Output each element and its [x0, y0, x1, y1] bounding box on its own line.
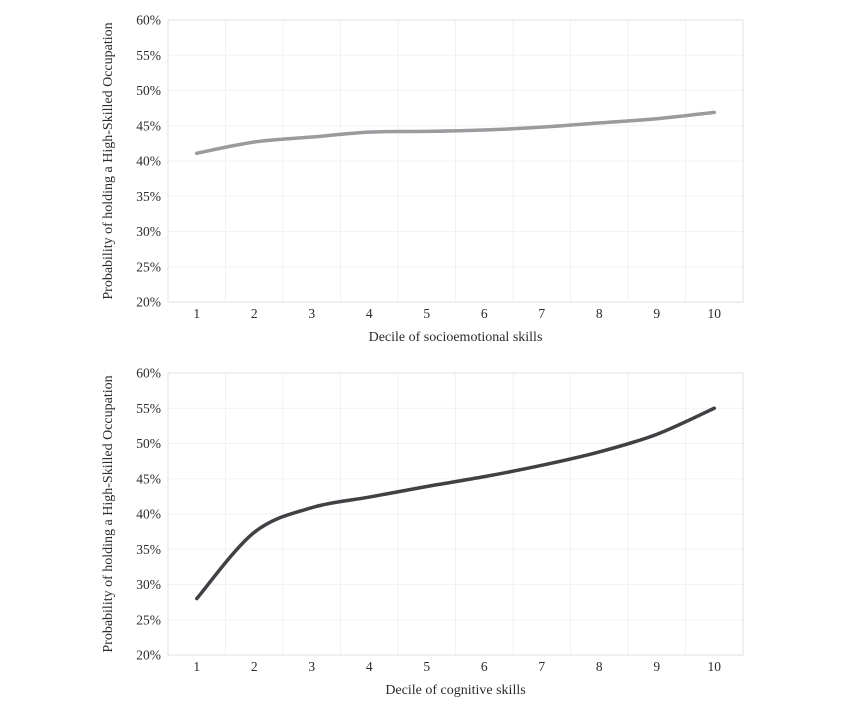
- data-line: [195, 406, 716, 601]
- y-tick-label: 35%: [136, 542, 161, 557]
- y-tick-label: 40%: [136, 507, 161, 522]
- y-tick-label: 60%: [136, 366, 161, 381]
- x-tick-label: 1: [193, 306, 200, 321]
- x-tick-label: 10: [708, 306, 722, 321]
- y-tick-label: 40%: [136, 154, 161, 169]
- plot-border: [167, 19, 744, 303]
- x-tick-label: 5: [423, 306, 430, 321]
- y-tick-label: 55%: [136, 401, 161, 416]
- y-tick-label: 30%: [136, 577, 161, 592]
- socioemotional-skills-chart: 20% 25% 30% 35% 40% 45% 50% 55% 60% 1 2 3 4 5 6 7 8 9 10 De…: [101, 13, 744, 345]
- x-tick-label: 6: [481, 306, 488, 321]
- x-tick-label: 7: [538, 659, 545, 674]
- x-axis-title: Decile of socioemotional skills: [369, 330, 543, 345]
- y-tick-label: 25%: [136, 259, 161, 274]
- y-tick-label: 60%: [136, 13, 161, 28]
- y-tick-label: 30%: [136, 224, 161, 239]
- x-tick-label: 3: [308, 659, 315, 674]
- y-tick-label: 20%: [136, 295, 161, 310]
- y-tick-label: 50%: [136, 83, 161, 98]
- y-tick-label: 45%: [136, 118, 161, 133]
- x-axis-title: Decile of cognitive skills: [385, 683, 525, 698]
- x-tick-label: 4: [366, 659, 373, 674]
- y-tick-label: 55%: [136, 48, 161, 63]
- x-tick-label: 8: [596, 306, 603, 321]
- x-tick-label: 2: [251, 659, 258, 674]
- cognitive-skills-plot: 20% 25% 30% 35% 40% 45% 50% 55% 60% 1 2 3 4 5 6 7 8 9 10 De…: [101, 366, 744, 698]
- x-tick-label: 7: [538, 306, 545, 321]
- plot-border: [167, 372, 744, 656]
- y-tick-label: 45%: [136, 471, 161, 486]
- x-tick-label: 8: [596, 659, 603, 674]
- y-tick-label: 25%: [136, 612, 161, 627]
- x-tick-label: 5: [423, 659, 430, 674]
- x-tick-label: 9: [653, 306, 660, 321]
- x-tick-label: 3: [308, 306, 315, 321]
- socioemotional-skills-plot: 20% 25% 30% 35% 40% 45% 50% 55% 60% 1 2 3 4 5 6 7 8 9 10 De…: [101, 13, 744, 345]
- x-tick-label: 9: [653, 659, 660, 674]
- y-tick-label: 50%: [136, 436, 161, 451]
- x-tick-label: 1: [193, 659, 200, 674]
- y-axis-title: Probability of holding a High-Skilled Oc…: [101, 22, 116, 299]
- x-tick-label: 6: [481, 659, 488, 674]
- y-tick-label: 20%: [136, 648, 161, 663]
- y-axis-title: Probability of holding a High-Skilled Oc…: [101, 375, 116, 652]
- x-tick-label: 2: [251, 306, 258, 321]
- x-tick-label: 10: [708, 659, 722, 674]
- data-line: [195, 110, 716, 155]
- cognitive-skills-chart: 20% 25% 30% 35% 40% 45% 50% 55% 60% 1 2 3 4 5 6 7 8 9 10 De…: [0, 353, 850, 706]
- y-tick-label: 35%: [136, 189, 161, 204]
- x-tick-label: 4: [366, 306, 373, 321]
